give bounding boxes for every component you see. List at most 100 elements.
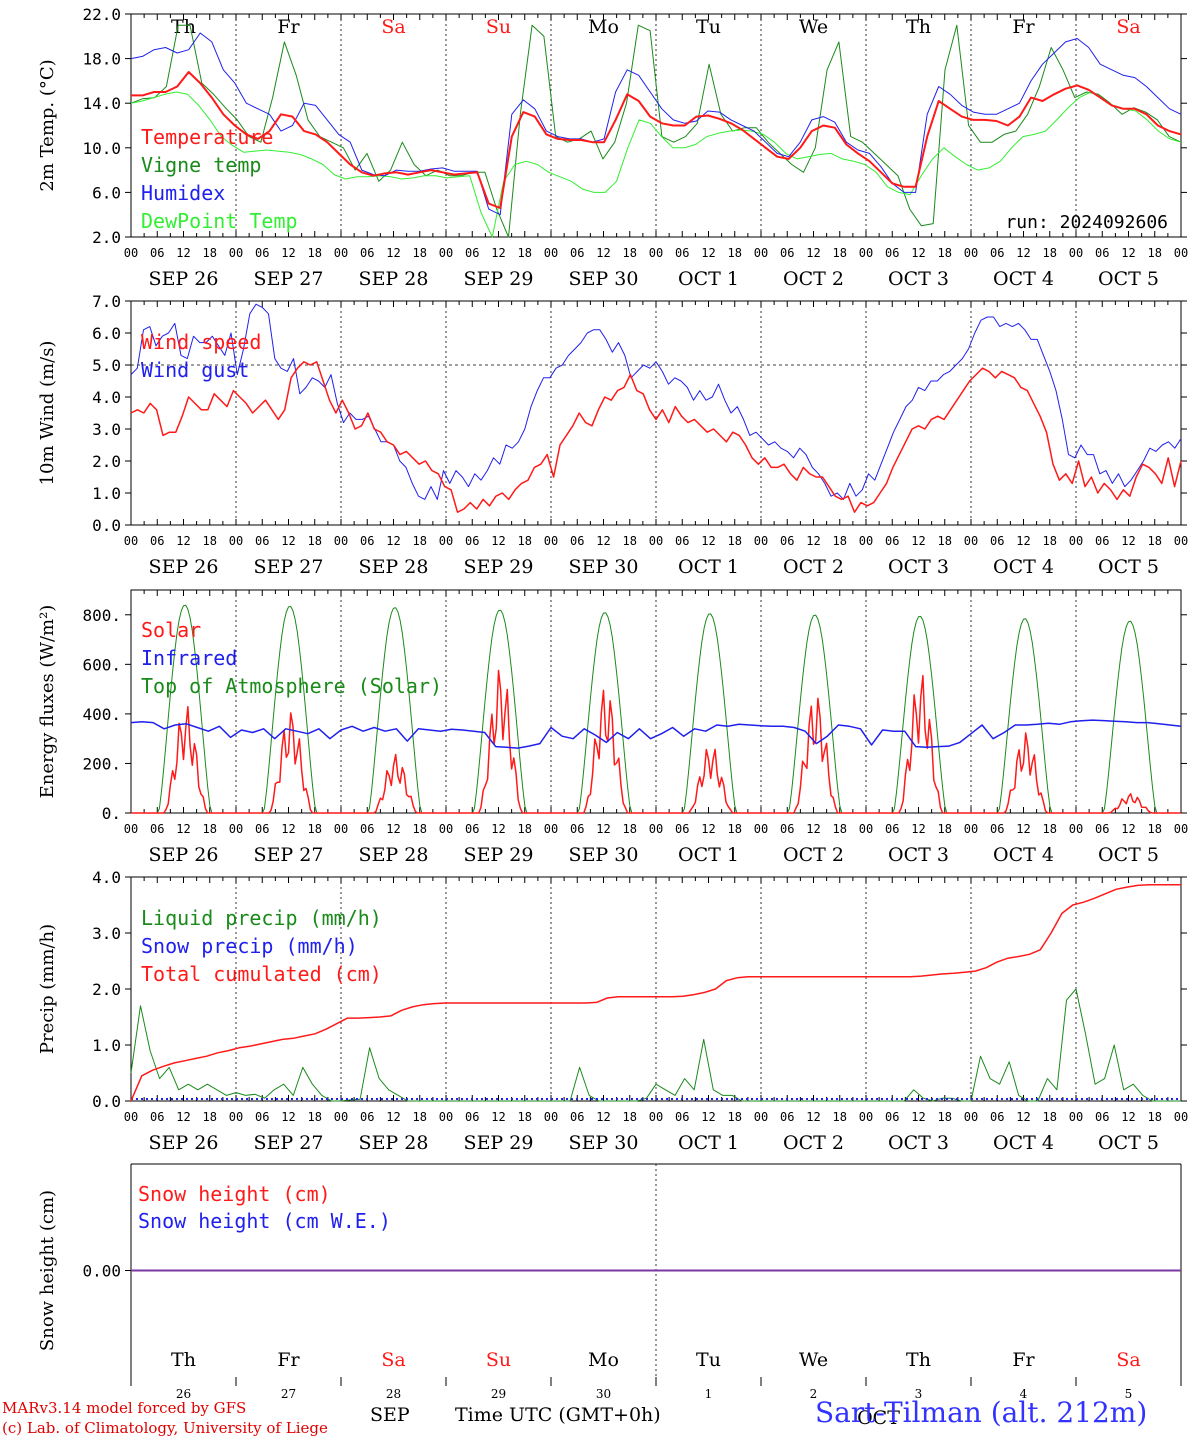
y-tick-label: 0.00 <box>82 1262 121 1281</box>
hour-tick-label: 12 <box>911 246 925 260</box>
hour-tick-label: 06 <box>570 246 584 260</box>
hour-tick-label: 06 <box>780 534 794 548</box>
hour-tick-label: 18 <box>938 534 952 548</box>
legend-blue: Wind gust <box>141 358 249 382</box>
day-number-label: 2 <box>810 1387 818 1401</box>
hour-tick-label: 12 <box>911 822 925 836</box>
day-of-week-label: We <box>799 16 828 38</box>
hour-tick-label: 06 <box>780 246 794 260</box>
day-of-week-label: Tu <box>696 1349 721 1371</box>
hour-tick-label: 00 <box>229 246 243 260</box>
hour-tick-label: 12 <box>1121 534 1135 548</box>
hour-tick-label: 12 <box>1121 246 1135 260</box>
hour-tick-label: 06 <box>675 1110 689 1124</box>
series-line-blue <box>130 303 1182 500</box>
hour-tick-label: 18 <box>203 822 217 836</box>
date-label: OCT 5 <box>1098 556 1159 578</box>
date-label: OCT 2 <box>783 556 844 578</box>
hour-tick-label: 18 <box>728 246 742 260</box>
hour-tick-label: 12 <box>491 246 505 260</box>
legend-dark_green: Top of Atmosphere (Solar) <box>141 674 442 698</box>
date-label: SEP 27 <box>254 268 324 290</box>
hour-tick-label: 12 <box>491 822 505 836</box>
hour-tick-label: 06 <box>360 534 374 548</box>
hour-tick-label: 00 <box>229 534 243 548</box>
day-of-week-label: Fr <box>277 1349 300 1371</box>
hour-tick-label: 18 <box>728 822 742 836</box>
day-number-label: 28 <box>386 1387 401 1401</box>
day-of-week-label: Tu <box>696 16 721 38</box>
hour-tick-label: 00 <box>124 822 138 836</box>
hour-tick-label: 00 <box>544 534 558 548</box>
date-label: OCT 4 <box>993 1132 1054 1154</box>
hour-tick-label: 18 <box>203 1110 217 1124</box>
hour-tick-label: 12 <box>491 1110 505 1124</box>
series-line-dark_green <box>130 24 1182 238</box>
day-number-label: 1 <box>705 1387 713 1401</box>
hour-tick-label: 00 <box>1069 534 1083 548</box>
legend-dark_green: Liquid precip (mm/h) <box>141 906 382 930</box>
hour-tick-label: 00 <box>334 1110 348 1124</box>
hour-tick-label: 12 <box>701 534 715 548</box>
date-label: SEP 26 <box>149 844 219 866</box>
hour-tick-label: 12 <box>701 1110 715 1124</box>
date-label: SEP 29 <box>464 1132 534 1154</box>
hour-tick-label: 00 <box>754 534 768 548</box>
date-label: OCT 4 <box>993 556 1054 578</box>
y-tick-label: 0.0 <box>92 1092 121 1111</box>
date-label: OCT 5 <box>1098 844 1159 866</box>
hour-tick-label: 12 <box>806 246 820 260</box>
hour-tick-label: 00 <box>649 246 663 260</box>
hour-tick-label: 00 <box>1174 822 1188 836</box>
hour-tick-label: 06 <box>150 822 164 836</box>
hour-tick-label: 12 <box>911 534 925 548</box>
hour-tick-label: 00 <box>1174 534 1188 548</box>
hour-tick-label: 18 <box>308 1110 322 1124</box>
date-label: SEP 28 <box>359 268 429 290</box>
hour-tick-label: 00 <box>1069 822 1083 836</box>
hour-tick-label: 06 <box>570 534 584 548</box>
hour-tick-label: 00 <box>124 1110 138 1124</box>
hour-tick-label: 12 <box>176 534 190 548</box>
hour-tick-label: 06 <box>990 822 1004 836</box>
hour-tick-label: 12 <box>1016 534 1030 548</box>
station-title: Sart-Tilman (alt. 212m) <box>815 1396 1148 1429</box>
date-label: SEP 28 <box>359 1132 429 1154</box>
hour-tick-label: 18 <box>413 822 427 836</box>
hour-tick-label: 18 <box>623 822 637 836</box>
y-tick-label: 4.0 <box>92 388 121 407</box>
hour-tick-label: 18 <box>1148 246 1162 260</box>
date-label: SEP 27 <box>254 844 324 866</box>
y-tick-label: 3.0 <box>92 924 121 943</box>
bottom-month-label: OCT <box>857 1407 900 1429</box>
y-tick-label: 22.0 <box>82 5 121 24</box>
date-label: OCT 2 <box>783 268 844 290</box>
day-of-week-label: Th <box>906 16 931 38</box>
hour-tick-label: 00 <box>859 246 873 260</box>
model-line: MARv3.14 model forced by GFS <box>2 1399 247 1417</box>
hour-tick-label: 12 <box>596 1110 610 1124</box>
hour-tick-label: 00 <box>544 822 558 836</box>
hour-tick-label: 18 <box>1148 534 1162 548</box>
date-label: OCT 1 <box>678 556 739 578</box>
hour-tick-label: 06 <box>675 534 689 548</box>
hour-tick-label: 06 <box>255 534 269 548</box>
hour-tick-label: 06 <box>465 822 479 836</box>
day-of-week-label: Su <box>486 1349 511 1371</box>
hour-tick-label: 18 <box>518 534 532 548</box>
day-number-label: 5 <box>1125 1387 1133 1401</box>
hour-tick-label: 12 <box>596 822 610 836</box>
hour-tick-label: 06 <box>150 246 164 260</box>
hour-tick-label: 06 <box>990 246 1004 260</box>
y-tick-label: 800. <box>82 606 121 625</box>
hour-tick-label: 12 <box>1016 822 1030 836</box>
hour-tick-label: 18 <box>1148 1110 1162 1124</box>
day-of-week-label: Mo <box>588 16 619 38</box>
hour-tick-label: 18 <box>518 822 532 836</box>
hour-tick-label: 00 <box>439 1110 453 1124</box>
hour-tick-label: 06 <box>150 534 164 548</box>
hour-tick-label: 12 <box>806 534 820 548</box>
legend-blue: Humidex <box>141 181 225 205</box>
hour-tick-label: 12 <box>1121 1110 1135 1124</box>
series-line-light_green <box>130 91 1182 238</box>
